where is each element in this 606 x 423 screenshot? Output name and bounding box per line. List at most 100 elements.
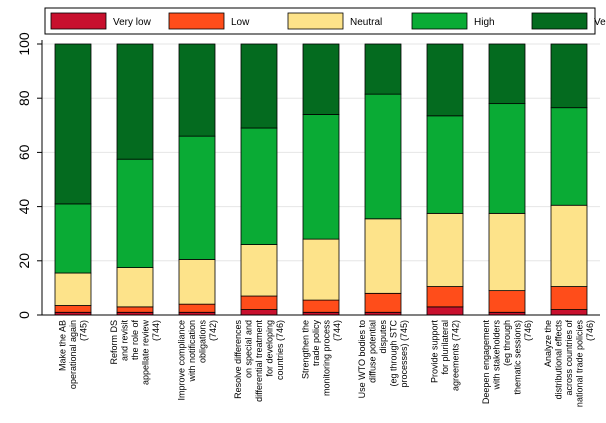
bars xyxy=(54,43,588,316)
x-category-label-8-line-1: Deepen engagement xyxy=(481,320,491,405)
bar-segment-6-3 xyxy=(364,218,402,294)
bar-segment-4-5 xyxy=(240,43,278,129)
bar-segment-5-4 xyxy=(302,114,340,240)
x-category-label-6-line-4: (eg through STC xyxy=(389,320,399,387)
x-category-label-3-line-2: with notification xyxy=(187,320,197,383)
x-category-label-5-line-4: (744) xyxy=(332,320,342,341)
legend-swatch-4 xyxy=(411,12,468,30)
x-category-label-7-line-3: agreements (742) xyxy=(451,320,461,391)
bar-segment-3-4 xyxy=(178,135,216,260)
legend: Very low Low Neutral High Very high xyxy=(44,7,606,35)
bar-segment-7-5 xyxy=(426,43,464,117)
bar-segment-2-2 xyxy=(116,306,154,313)
bar-segment-2-3 xyxy=(116,267,154,308)
y-tick-label-2: 20 xyxy=(16,253,32,269)
x-category-label-8-line-2: with stakeholders xyxy=(492,320,502,391)
bar-segment-5-5 xyxy=(302,43,340,115)
bar-segment-7-1 xyxy=(426,306,464,316)
bar-segment-5-3 xyxy=(302,238,340,301)
x-category-label-2-line-2: and revisit xyxy=(120,320,130,362)
axes xyxy=(41,40,600,316)
bar-segment-9-1 xyxy=(550,309,588,316)
x-category-label-5-line-2: trade policy xyxy=(311,320,321,367)
bar-segment-9-3 xyxy=(550,204,588,287)
legend-label-5: Very high xyxy=(594,17,606,28)
x-category-label-5-line-3: monitoring process xyxy=(321,320,331,397)
bar-segment-3-2 xyxy=(178,303,216,313)
bar-segment-6-2 xyxy=(364,292,402,313)
bar-segment-7-4 xyxy=(426,115,464,214)
bar-segment-7-3 xyxy=(426,212,464,287)
x-category-label-2-line-1: Reform DS xyxy=(109,320,119,365)
bar-segment-2-4 xyxy=(116,158,154,268)
x-category-label-3-line-1: Improve compliance xyxy=(176,320,186,401)
bar-segment-1-4 xyxy=(54,203,92,274)
bar-segment-4-4 xyxy=(240,127,278,245)
bar-segment-8-4 xyxy=(488,103,526,214)
x-category-label-9-line-2: distributional effects xyxy=(554,320,564,400)
x-category-label-6-line-2: diffuse potential xyxy=(368,320,378,383)
x-category-label-4-line-1: Resolve differences xyxy=(233,320,243,399)
x-category-label-4-line-2: on special and xyxy=(244,320,254,378)
bar-segment-1-3 xyxy=(54,272,92,306)
bar-segment-8-5 xyxy=(488,43,526,105)
x-category-label-1-line-3: (745) xyxy=(79,320,89,341)
x-category-label-7-line-2: for plurilateral xyxy=(440,320,450,375)
x-category-label-8-line-3: (eg through xyxy=(502,320,512,366)
x-category-label-5-line-1: Strengthen the xyxy=(300,320,310,379)
x-category-label-6-line-3: disputes xyxy=(378,320,388,354)
x-category-label-4-line-4: for developing xyxy=(265,320,275,377)
y-tick-label-3: 40 xyxy=(16,199,32,215)
x-category-label-2-line-3: the role of xyxy=(130,320,140,361)
bar-segment-8-3 xyxy=(488,212,526,292)
bar-segment-6-4 xyxy=(364,93,402,220)
bar-segment-6-5 xyxy=(364,43,402,95)
y-axis-ticks: 0 20 40 60 80 100 xyxy=(16,32,42,319)
bar-segment-2-5 xyxy=(116,43,154,160)
x-category-label-2-line-4: appellate review xyxy=(141,320,151,386)
legend-swatch-3 xyxy=(287,12,344,30)
x-category-label-2-line-5: (744) xyxy=(151,320,161,341)
bar-segment-4-1 xyxy=(240,309,278,316)
legend-swatch-1 xyxy=(50,12,107,30)
x-category-label-3-line-4: (742) xyxy=(208,320,218,341)
bar-segment-8-2 xyxy=(488,290,526,313)
legend-label-3: Neutral xyxy=(350,17,382,28)
legend-swatch-2 xyxy=(168,12,225,30)
x-category-label-8-line-5: (746) xyxy=(523,320,533,341)
bar-segment-3-5 xyxy=(178,43,216,137)
legend-label-2: Low xyxy=(231,17,250,28)
x-category-label-9-line-4: national trade policies xyxy=(575,320,585,408)
bar-segment-7-2 xyxy=(426,286,464,308)
legend-swatch-5 xyxy=(531,12,588,30)
x-category-label-8-line-4: thematic sessions) xyxy=(513,320,523,395)
bar-segment-4-3 xyxy=(240,244,278,297)
bar-segment-1-2 xyxy=(54,305,92,313)
bar-segment-9-5 xyxy=(550,43,588,109)
bar-segment-3-3 xyxy=(178,259,216,305)
bar-segment-5-2 xyxy=(302,299,340,313)
y-tick-label-5: 80 xyxy=(16,90,32,106)
x-category-label-3-line-3: obligations xyxy=(197,320,207,364)
x-category-label-9-line-3: across countries of xyxy=(564,320,574,396)
x-category-label-1-line-2: operational again xyxy=(68,320,78,389)
y-tick-label-1: 0 xyxy=(16,311,32,319)
x-category-label-4-line-5: countries (746) xyxy=(275,320,285,380)
bar-segment-4-2 xyxy=(240,295,278,310)
x-category-label-9-line-1: Analyze the xyxy=(543,320,553,367)
y-tick-label-4: 60 xyxy=(16,144,32,160)
legend-label-4: High xyxy=(474,17,495,28)
bar-segment-9-2 xyxy=(550,286,588,310)
legend-label-1: Very low xyxy=(113,17,152,28)
x-category-label-1-line-1: Make the AB xyxy=(58,320,68,371)
x-axis-category-labels: Make the AB operational again (745) Reform … xyxy=(58,320,596,408)
bar-segment-1-5 xyxy=(54,43,92,205)
x-category-label-6-line-5: processes) (745) xyxy=(399,320,409,388)
bar-segment-9-4 xyxy=(550,107,588,206)
x-category-label-6-line-1: Use WTO bodies to xyxy=(357,320,367,398)
x-category-label-4-line-3: differential treatment xyxy=(254,320,264,402)
y-tick-label-6: 100 xyxy=(16,32,32,56)
x-category-label-9-line-5: (746) xyxy=(585,320,595,341)
